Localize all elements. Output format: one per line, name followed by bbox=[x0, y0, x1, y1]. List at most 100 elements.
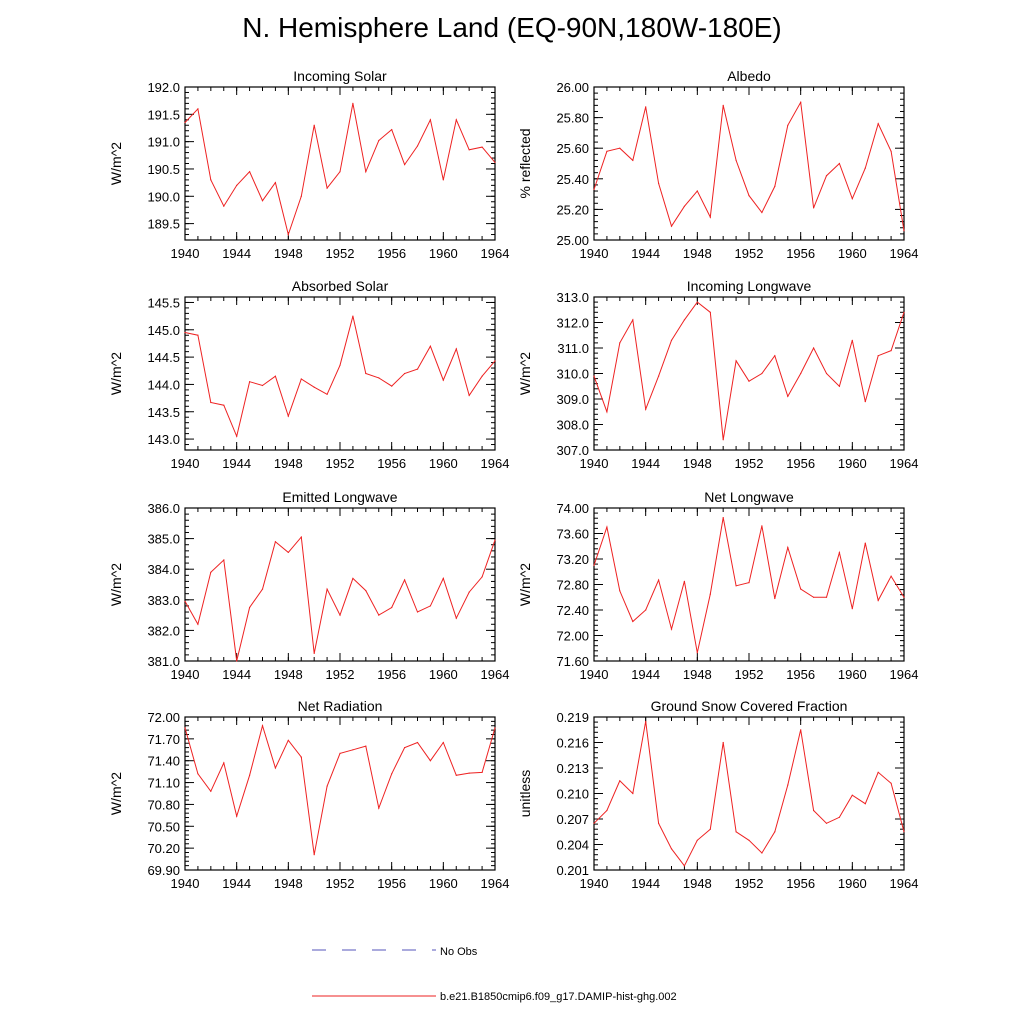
x-tick-label: 1952 bbox=[735, 456, 764, 471]
data-point bbox=[184, 727, 186, 729]
data-point bbox=[774, 185, 776, 187]
data-point bbox=[274, 375, 276, 377]
data-point bbox=[709, 216, 711, 218]
data-point bbox=[365, 171, 367, 173]
chart-title: Net Radiation bbox=[298, 698, 383, 714]
x-tick-label: 1964 bbox=[481, 456, 510, 471]
data-point bbox=[761, 852, 763, 854]
data-point bbox=[761, 372, 763, 375]
data-point bbox=[300, 536, 302, 538]
y-tick-label: 70.20 bbox=[147, 841, 180, 856]
data-point bbox=[877, 771, 879, 773]
data-point bbox=[455, 348, 457, 350]
y-tick-label: 382.0 bbox=[147, 623, 180, 638]
data-point bbox=[223, 762, 225, 764]
x-tick-label: 1956 bbox=[377, 667, 406, 682]
chart-title: Ground Snow Covered Fraction bbox=[651, 698, 848, 714]
data-point bbox=[632, 620, 634, 623]
x-tick-label: 1944 bbox=[222, 246, 251, 261]
x-tick-label: 1948 bbox=[274, 246, 303, 261]
x-tick-label: 1956 bbox=[377, 246, 406, 261]
y-tick-label: 0.219 bbox=[556, 710, 589, 725]
y-tick-label: 0.204 bbox=[556, 838, 589, 853]
data-point bbox=[391, 606, 393, 609]
data-point bbox=[890, 782, 892, 784]
data-point bbox=[468, 591, 470, 593]
data-point bbox=[903, 596, 905, 598]
data-point bbox=[416, 368, 419, 370]
data-point bbox=[593, 564, 595, 567]
data-point bbox=[442, 379, 444, 381]
data-point bbox=[838, 385, 841, 387]
x-tick-label: 1948 bbox=[683, 667, 712, 682]
data-point bbox=[184, 121, 186, 124]
y-tick-label: 0.207 bbox=[556, 812, 589, 827]
data-point bbox=[249, 171, 251, 173]
y-tick-label: 73.20 bbox=[556, 552, 589, 567]
chart-title: Absorbed Solar bbox=[292, 278, 389, 294]
data-point bbox=[735, 159, 737, 161]
x-tick-label: 1952 bbox=[326, 456, 355, 471]
data-point bbox=[735, 585, 737, 587]
data-point bbox=[223, 404, 225, 406]
data-point bbox=[391, 385, 393, 387]
data-point bbox=[274, 767, 276, 769]
data-point bbox=[683, 580, 686, 582]
data-point bbox=[339, 752, 341, 755]
data-point bbox=[800, 588, 802, 590]
data-point bbox=[468, 149, 470, 151]
data-point bbox=[903, 311, 905, 313]
data-point bbox=[197, 108, 199, 110]
data-point bbox=[352, 315, 354, 317]
data-point bbox=[352, 749, 354, 751]
data-point bbox=[416, 611, 419, 613]
data-point bbox=[670, 225, 673, 227]
chart-title: Incoming Longwave bbox=[687, 278, 812, 294]
data-point bbox=[722, 439, 724, 441]
data-point bbox=[404, 579, 406, 581]
chart-panel-2: Albedo % reflected 1940 1944 1948 1952 1956 196… bbox=[517, 68, 918, 261]
y-tick-label: 25.00 bbox=[556, 233, 589, 248]
data-point bbox=[890, 575, 892, 577]
plot-frame bbox=[593, 716, 905, 871]
y-tick-label: 0.210 bbox=[556, 787, 589, 802]
data-point bbox=[735, 360, 737, 362]
data-point bbox=[800, 729, 802, 731]
y-tick-label: 0.201 bbox=[556, 863, 589, 878]
data-point bbox=[722, 104, 724, 106]
page-title: N. Hemisphere Land (EQ-90N,180W-180E) bbox=[242, 12, 782, 43]
data-point bbox=[864, 401, 866, 403]
data-point bbox=[197, 623, 199, 625]
data-point bbox=[287, 415, 289, 417]
x-tick-label: 1940 bbox=[171, 246, 200, 261]
data-point bbox=[313, 652, 315, 655]
data-point bbox=[774, 831, 776, 833]
data-point bbox=[339, 614, 341, 616]
y-tick-label: 309.0 bbox=[556, 392, 589, 407]
data-point bbox=[787, 395, 789, 397]
data-point bbox=[442, 741, 444, 744]
data-point bbox=[261, 200, 264, 202]
data-point bbox=[632, 319, 634, 321]
data-point bbox=[313, 854, 315, 856]
data-point bbox=[249, 606, 251, 609]
data-point bbox=[429, 119, 431, 121]
y-tick-label: 71.10 bbox=[147, 776, 180, 791]
data-point bbox=[825, 596, 828, 598]
data-point bbox=[300, 756, 302, 758]
data-point bbox=[800, 372, 802, 375]
data-point bbox=[197, 334, 199, 336]
x-tick-label: 1940 bbox=[171, 456, 200, 471]
data-point bbox=[429, 605, 431, 607]
data-point bbox=[236, 435, 238, 437]
data-point bbox=[722, 517, 724, 519]
y-tick-label: 308.0 bbox=[556, 418, 589, 433]
data-point bbox=[709, 593, 711, 595]
x-tick-label: 1956 bbox=[786, 876, 815, 891]
data-point bbox=[825, 372, 828, 375]
x-tick-label: 1940 bbox=[580, 876, 609, 891]
x-tick-label: 1956 bbox=[786, 456, 815, 471]
data-point bbox=[838, 816, 841, 818]
data-point bbox=[632, 159, 634, 161]
data-point bbox=[378, 139, 380, 142]
